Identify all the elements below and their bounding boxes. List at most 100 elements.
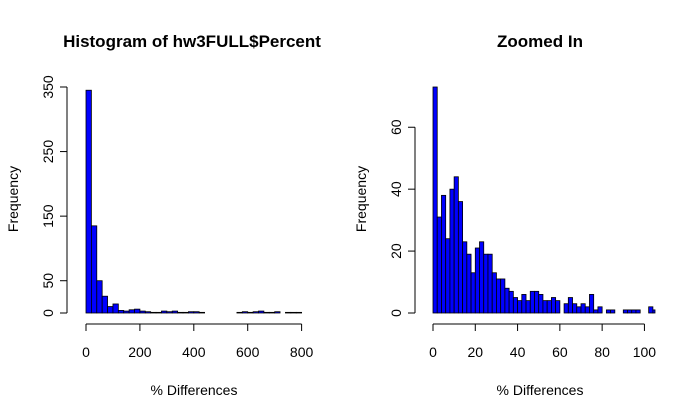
histogram-bar xyxy=(529,290,535,314)
histogram-bar xyxy=(525,300,531,314)
x-axis: 0 20 40 60 80 100 xyxy=(429,323,657,360)
y-tick-label: 50 xyxy=(40,273,56,289)
y-tick-label: 40 xyxy=(388,181,404,197)
histogram-bar xyxy=(652,309,656,314)
histogram-bar xyxy=(631,309,637,314)
histogram-bar xyxy=(274,311,281,314)
histogram-bar xyxy=(534,290,540,314)
y-axis-label: Frequency xyxy=(5,166,21,232)
histogram-bar xyxy=(589,294,595,314)
histogram-bar xyxy=(193,311,200,314)
y-axis: 0 20 40 60 xyxy=(388,119,416,317)
histogram-bar xyxy=(470,272,476,314)
histogram-bar xyxy=(521,294,527,314)
histogram-bar xyxy=(457,201,463,314)
histogram-bar xyxy=(290,311,297,314)
histogram-bar xyxy=(436,216,442,314)
panel-histogram-full: Histogram of hw3FULL$Percent % Differenc… xyxy=(5,32,321,398)
histogram-bar xyxy=(90,225,98,314)
y-tick-label: 0 xyxy=(388,309,404,317)
histogram-bar xyxy=(466,253,472,314)
histogram-bar xyxy=(567,297,573,314)
histogram-bar xyxy=(483,253,489,314)
histogram-bar xyxy=(182,311,189,314)
histogram-bar xyxy=(128,309,135,314)
y-tick-label: 0 xyxy=(40,309,56,317)
chart-title: Zoomed In xyxy=(497,32,583,51)
bars xyxy=(85,89,303,314)
x-tick-label: 800 xyxy=(290,344,314,360)
histogram-bar xyxy=(555,300,561,314)
histogram-bar xyxy=(236,311,243,314)
histogram-bar xyxy=(123,310,130,314)
histogram-bar xyxy=(117,310,125,314)
histogram-bar xyxy=(441,194,447,314)
y-tick-label: 20 xyxy=(388,243,404,259)
histogram-bar xyxy=(134,308,141,314)
histogram-bar xyxy=(648,306,654,314)
y-axis: 0 50 150 250 350 xyxy=(40,75,68,317)
histogram-bar xyxy=(512,297,518,314)
x-tick-label: 100 xyxy=(633,344,657,360)
histogram-bar xyxy=(161,310,168,314)
histogram-bar xyxy=(572,303,578,314)
histogram-bar xyxy=(479,241,485,314)
histogram-bar xyxy=(496,278,502,314)
x-axis: 0 200 400 600 800 xyxy=(82,323,314,360)
histogram-bar xyxy=(268,311,276,314)
histogram-bar xyxy=(263,311,270,314)
x-tick-label: 60 xyxy=(552,344,568,360)
panel-histogram-zoomed: Zoomed In % Differences Frequency 0 20 40 6… xyxy=(353,32,656,398)
histogram-bar xyxy=(432,86,438,314)
histogram-bar xyxy=(563,303,569,314)
histogram-bar xyxy=(139,310,146,314)
histogram-bar xyxy=(252,311,259,314)
histogram-bar xyxy=(593,309,599,314)
histogram-bar xyxy=(500,278,506,314)
x-tick-label: 20 xyxy=(467,344,483,360)
histogram-bar xyxy=(546,300,552,314)
x-tick-label: 0 xyxy=(82,344,90,360)
histogram-bar xyxy=(449,188,455,314)
x-tick-label: 400 xyxy=(182,344,206,360)
histogram-bar xyxy=(610,309,616,314)
histogram-bar xyxy=(198,311,205,314)
x-tick-label: 40 xyxy=(510,344,526,360)
x-axis-label: % Differences xyxy=(497,382,584,398)
histogram-bar xyxy=(491,272,497,314)
histogram-bar xyxy=(453,176,459,314)
histogram-bar xyxy=(622,309,628,314)
histogram-bar xyxy=(580,303,586,314)
histogram-bar xyxy=(597,306,603,314)
histogram-bar xyxy=(445,238,451,314)
histogram-bar xyxy=(508,290,514,314)
histogram-bar xyxy=(107,306,114,314)
y-tick-label: 60 xyxy=(388,119,404,135)
histogram-bar xyxy=(241,311,249,314)
x-tick-label: 0 xyxy=(429,344,437,360)
histogram-bar xyxy=(627,309,633,314)
histogram-bar xyxy=(584,306,590,314)
histogram-bar xyxy=(150,311,157,314)
y-tick-label: 250 xyxy=(40,140,56,164)
histogram-bar xyxy=(504,287,510,314)
histogram-bar xyxy=(538,294,544,314)
histogram-bar xyxy=(258,310,265,314)
histogram-bar xyxy=(605,309,611,314)
histogram-bar xyxy=(166,311,173,314)
histogram-bar xyxy=(517,300,523,314)
histogram-bar xyxy=(635,309,641,314)
histogram-bar xyxy=(101,295,108,314)
x-tick-label: 200 xyxy=(128,344,152,360)
histogram-bar xyxy=(551,297,557,314)
histogram-bar xyxy=(295,311,303,314)
histogram-bar xyxy=(177,311,184,314)
y-axis-label: Frequency xyxy=(353,166,369,232)
histogram-bar xyxy=(188,311,195,314)
histogram-bar xyxy=(247,311,254,314)
histogram-bar xyxy=(112,303,119,314)
y-tick-label: 150 xyxy=(40,204,56,228)
histogram-bar xyxy=(171,310,179,314)
x-tick-label: 600 xyxy=(236,344,260,360)
